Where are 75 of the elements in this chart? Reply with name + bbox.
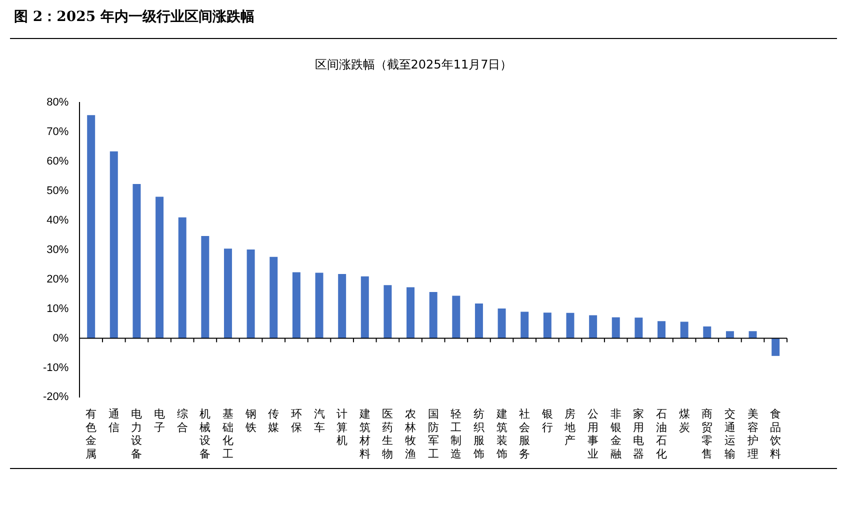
y-tick-label: 60% bbox=[46, 155, 69, 168]
x-tick-label: 公用事业 bbox=[588, 408, 599, 460]
bar bbox=[589, 315, 598, 338]
x-tick-label: 环保 bbox=[290, 408, 302, 434]
x-tick-label: 汽车 bbox=[314, 408, 325, 434]
bar bbox=[270, 256, 278, 338]
x-tick-label: 煤炭 bbox=[678, 408, 690, 434]
bar bbox=[634, 318, 643, 338]
x-tick-label: 医药生物 bbox=[382, 408, 394, 460]
x-tick-label: 纺织服饰 bbox=[472, 408, 484, 460]
x-tick-label: 建筑装饰 bbox=[495, 408, 508, 460]
x-tick-label: 综合 bbox=[176, 408, 188, 434]
y-tick-label: 70% bbox=[46, 126, 69, 138]
y-tick-label: -10% bbox=[42, 362, 69, 374]
x-tick-label: 房地产 bbox=[564, 408, 576, 448]
y-tick-label: 20% bbox=[46, 273, 69, 286]
y-tick-label: 80% bbox=[46, 96, 69, 108]
y-tick-label: 10% bbox=[46, 302, 69, 315]
bar bbox=[132, 184, 141, 338]
bar bbox=[520, 312, 529, 338]
bar bbox=[156, 196, 164, 338]
chart-title: 图 2：2025 年内一级行业区间涨跌幅 bbox=[14, 8, 254, 26]
bar bbox=[110, 151, 118, 338]
y-tick-label: 50% bbox=[46, 184, 69, 197]
bar bbox=[543, 312, 552, 338]
x-tick-label: 有色金属 bbox=[86, 408, 97, 460]
bar bbox=[703, 326, 712, 338]
bar bbox=[726, 331, 734, 338]
x-tick-label: 国防军工 bbox=[428, 408, 439, 460]
bar bbox=[566, 312, 574, 338]
bar bbox=[474, 303, 483, 338]
x-tick-label: 家用电器 bbox=[633, 408, 644, 460]
x-tick-label: 机械设备 bbox=[200, 408, 211, 460]
bar bbox=[429, 292, 438, 338]
x-tick-label: 银行 bbox=[540, 408, 553, 434]
x-tick-label: 电子 bbox=[154, 408, 166, 434]
bar bbox=[658, 321, 666, 338]
x-tick-label: 钢铁 bbox=[244, 408, 256, 434]
bar bbox=[452, 296, 460, 338]
x-tick-label: 通信 bbox=[108, 408, 120, 434]
x-tick-label: 电力设备 bbox=[131, 408, 142, 460]
bar bbox=[315, 272, 324, 338]
bar bbox=[178, 217, 186, 338]
x-tick-label: 社会服务 bbox=[519, 408, 530, 460]
bar bbox=[87, 115, 96, 338]
x-tick-label: 美容护理 bbox=[746, 408, 758, 460]
x-tick-label: 基础化工 bbox=[221, 408, 234, 460]
x-tick-label: 农林牧渔 bbox=[404, 408, 416, 460]
x-tick-label: 食品饮料 bbox=[769, 408, 782, 460]
chart-subtitle: 区间涨跌幅（截至2025年11月7日） bbox=[314, 57, 512, 72]
bar bbox=[498, 308, 506, 338]
x-tick-label: 轻工制造 bbox=[450, 408, 462, 460]
y-tick-label: -20% bbox=[42, 391, 69, 404]
bar bbox=[360, 276, 369, 338]
bar bbox=[680, 322, 688, 338]
bar bbox=[224, 248, 232, 338]
x-tick-label: 建筑材料 bbox=[358, 408, 370, 460]
x-tick-label: 交通运输 bbox=[724, 408, 736, 460]
bar bbox=[292, 272, 300, 338]
bar bbox=[772, 338, 780, 356]
bar bbox=[406, 287, 415, 338]
bar bbox=[201, 236, 210, 338]
bar bbox=[748, 331, 757, 338]
x-tick-label: 非银金融 bbox=[609, 408, 622, 460]
y-tick-label: 0% bbox=[52, 332, 69, 344]
x-tick-label: 计算机 bbox=[336, 408, 348, 448]
x-tick-label: 石油石化 bbox=[656, 408, 668, 460]
bar bbox=[384, 285, 392, 338]
bar bbox=[612, 317, 620, 338]
x-tick-label: 传媒 bbox=[268, 408, 280, 434]
y-tick-label: 40% bbox=[46, 214, 69, 226]
bar bbox=[246, 250, 255, 338]
y-tick-label: 30% bbox=[46, 244, 69, 256]
x-tick-label: 商贸零售 bbox=[702, 408, 713, 460]
bar bbox=[338, 274, 346, 338]
